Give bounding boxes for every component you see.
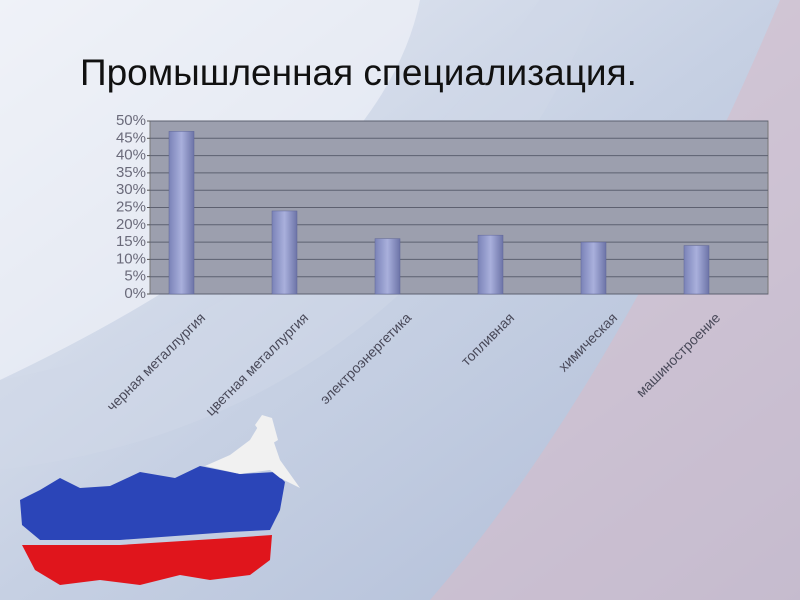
bar <box>683 245 710 295</box>
y-tick-label: 35% <box>116 164 146 181</box>
y-tick-label: 30% <box>116 181 146 198</box>
y-tick-label: 40% <box>116 147 146 164</box>
y-tick-label: 10% <box>116 250 146 267</box>
bar <box>477 234 504 295</box>
y-tick-label: 5% <box>124 268 146 285</box>
bar <box>271 210 298 295</box>
y-tick-label: 50% <box>116 112 146 129</box>
y-tick-label: 25% <box>116 198 146 215</box>
y-tick-label: 15% <box>116 233 146 250</box>
y-tick-label: 20% <box>116 216 146 233</box>
bg-shape <box>0 0 600 470</box>
y-tick-label: 0% <box>124 285 146 302</box>
bar <box>580 241 607 295</box>
bar <box>374 238 401 295</box>
bar <box>168 131 195 295</box>
y-tick-label: 45% <box>116 129 146 146</box>
bg-shape <box>430 0 800 600</box>
chart-title: Промышленная специализация. <box>80 52 637 93</box>
russia-map <box>20 415 300 585</box>
